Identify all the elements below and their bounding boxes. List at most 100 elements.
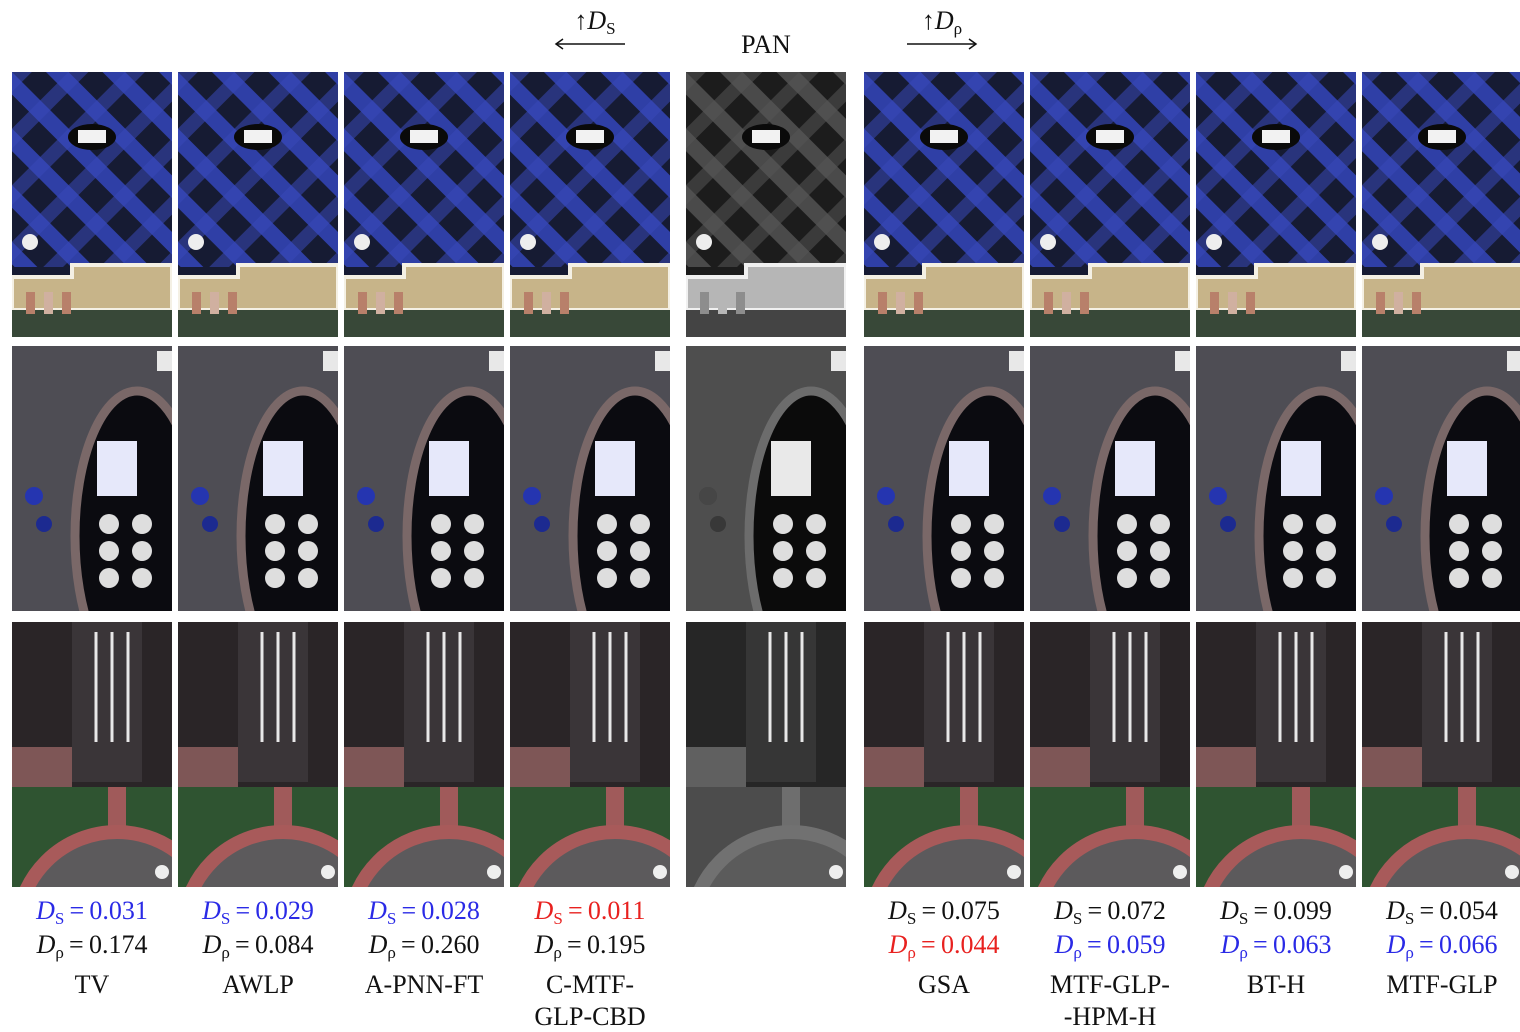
ds-metric: DS = 0.011 xyxy=(535,896,646,926)
equals: = xyxy=(1419,930,1434,959)
value: 0.174 xyxy=(89,930,148,959)
subscript: S xyxy=(907,909,916,928)
subscript: S xyxy=(1073,909,1082,928)
symbol: D xyxy=(535,930,554,959)
dp-metric: Dρ = 0.044 xyxy=(889,930,1000,960)
arrow-glyph: ↑ xyxy=(922,6,935,35)
equals: = xyxy=(69,930,84,959)
equals: = xyxy=(1420,896,1435,925)
dp-metric: Dρ = 0.174 xyxy=(37,930,148,960)
subscript: ρ xyxy=(553,943,561,962)
pan-image xyxy=(686,622,891,900)
equals: = xyxy=(402,896,417,925)
equals: = xyxy=(235,930,250,959)
fused-image xyxy=(1196,72,1356,337)
value: 0.075 xyxy=(941,896,1000,925)
method-label: C-MTF- xyxy=(546,970,634,1000)
ds-metric: DS = 0.099 xyxy=(1220,896,1332,926)
equals: = xyxy=(922,896,937,925)
subscript: ρ xyxy=(1239,943,1247,962)
equals: = xyxy=(70,896,85,925)
page: ↑DS PAN ↑Dρ (() => { const data = JSON.p… xyxy=(0,0,1520,1028)
arrow-glyph: ↑ xyxy=(574,6,587,35)
fused-image xyxy=(510,622,715,900)
header-center: PAN xyxy=(741,30,791,60)
equals: = xyxy=(1087,930,1102,959)
pan-image xyxy=(686,72,846,337)
method-label: BT-H xyxy=(1247,970,1305,1000)
equals: = xyxy=(921,930,936,959)
value: 0.084 xyxy=(255,930,314,959)
fused-image xyxy=(1362,72,1520,337)
value: 0.054 xyxy=(1439,896,1498,925)
symbol: D xyxy=(202,896,221,925)
ds-metric: DS = 0.072 xyxy=(1054,896,1166,926)
header-left: ↑DS xyxy=(574,6,615,36)
symbol: D xyxy=(1220,896,1239,925)
figure xyxy=(0,0,1520,900)
ds-metric: DS = 0.054 xyxy=(1386,896,1498,926)
symbol: D xyxy=(37,930,56,959)
value: 0.063 xyxy=(1273,930,1332,959)
fused-image xyxy=(178,72,338,337)
subscript: ρ xyxy=(907,943,915,962)
value: 0.072 xyxy=(1107,896,1166,925)
equals: = xyxy=(567,930,582,959)
value: 0.066 xyxy=(1439,930,1498,959)
symbol: D xyxy=(36,896,55,925)
subscript: ρ xyxy=(387,943,395,962)
subscript: ρ xyxy=(1405,943,1413,962)
dp-metric: Dρ = 0.084 xyxy=(203,930,314,960)
subscript: S xyxy=(221,909,230,928)
symbol: D xyxy=(1386,896,1405,925)
symbol: D xyxy=(203,930,222,959)
symbol: D xyxy=(888,896,907,925)
fused-image xyxy=(344,72,504,337)
value: 0.044 xyxy=(941,930,1000,959)
subscript: S xyxy=(1239,909,1248,928)
equals: = xyxy=(236,896,251,925)
dp-metric: Dρ = 0.059 xyxy=(1055,930,1166,960)
ds-metric: DS = 0.031 xyxy=(36,896,148,926)
fused-image xyxy=(1362,622,1520,900)
symbol: D xyxy=(889,930,908,959)
symbol: D xyxy=(1221,930,1240,959)
equals: = xyxy=(568,896,583,925)
subscript: S xyxy=(1405,909,1414,928)
fused-image xyxy=(510,72,670,337)
method-label: MTF-GLP- xyxy=(1050,970,1170,1000)
subscript: S xyxy=(553,909,562,928)
dp-metric: Dρ = 0.195 xyxy=(535,930,646,960)
ds-metric: DS = 0.028 xyxy=(368,896,480,926)
value: 0.099 xyxy=(1273,896,1332,925)
header-right: ↑Dρ xyxy=(922,6,962,36)
value: 0.260 xyxy=(421,930,480,959)
equals: = xyxy=(1254,896,1269,925)
method-label: MTF-GLP xyxy=(1386,970,1497,1000)
subscript: ρ xyxy=(1073,943,1081,962)
arrow-left xyxy=(556,39,625,49)
symbol: D xyxy=(1387,930,1406,959)
symbol: D xyxy=(368,896,387,925)
subscript: S xyxy=(606,19,615,38)
subscript: S xyxy=(387,909,396,928)
dp-metric: Dρ = 0.066 xyxy=(1387,930,1498,960)
symbol: D xyxy=(1055,930,1074,959)
value: 0.029 xyxy=(255,896,314,925)
method-label: TV xyxy=(75,970,110,1000)
equals: = xyxy=(1253,930,1268,959)
fused-image xyxy=(1030,72,1190,337)
symbol: D xyxy=(587,6,606,35)
method-label: GSA xyxy=(918,970,970,1000)
value: 0.031 xyxy=(89,896,148,925)
value: 0.011 xyxy=(588,896,646,925)
equals: = xyxy=(401,930,416,959)
subscript: S xyxy=(55,909,64,928)
method-label: A-PNN-FT xyxy=(365,970,483,1000)
symbol: D xyxy=(369,930,388,959)
ds-metric: DS = 0.029 xyxy=(202,896,314,926)
equals: = xyxy=(1088,896,1103,925)
arrow-right xyxy=(907,39,976,49)
subscript: ρ xyxy=(221,943,229,962)
value: 0.059 xyxy=(1107,930,1166,959)
